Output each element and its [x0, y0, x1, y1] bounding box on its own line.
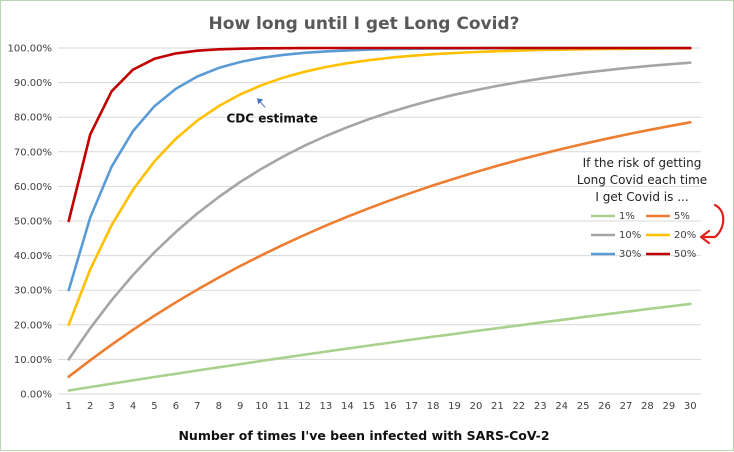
x-axis-ticks: 1 2 3 4 5 6 7 8 9 10 11 12 13 14 15 16 17 18 19 20 21 22 23 24 2… [66, 401, 697, 412]
x-tick-label: 6 [173, 401, 179, 412]
x-tick-label: 1 [66, 401, 72, 412]
cdc-annotation: CDC estimate [227, 98, 318, 125]
x-tick-label: 12 [298, 401, 311, 412]
legend-title-line: Long Covid each time [577, 173, 707, 187]
x-tick-label: 16 [384, 401, 397, 412]
legend-title-line: I get Covid is ... [595, 190, 688, 204]
red-arrow-curve [701, 203, 725, 239]
y-tick-label: 90.00% [14, 78, 52, 89]
legend: If the risk of getting Long Covid each ti… [577, 156, 707, 260]
legend-label: 30% [619, 249, 641, 260]
series-line-5pct [67, 121, 692, 379]
series-line-50pct [67, 46, 692, 223]
x-axis-label: Number of times I've been infected with … [178, 428, 549, 443]
legend-label: 20% [674, 230, 696, 241]
x-tick-label: 26 [598, 401, 611, 412]
x-tick-label: 8 [216, 401, 222, 412]
annotation-arrowhead [257, 98, 264, 105]
x-tick-label: 22 [512, 401, 525, 412]
x-tick-label: 13 [320, 401, 333, 412]
x-tick-label: 21 [491, 401, 504, 412]
y-tick-label: 80.00% [14, 113, 52, 124]
x-tick-label: 27 [620, 401, 633, 412]
x-tick-label: 5 [151, 401, 157, 412]
legend-label: 50% [674, 249, 696, 260]
legend-label: 1% [619, 211, 635, 222]
x-tick-label: 9 [237, 401, 243, 412]
y-tick-label: 50.00% [14, 217, 52, 228]
x-tick-label: 2 [87, 401, 93, 412]
x-tick-label: 30 [684, 401, 697, 412]
x-tick-label: 4 [130, 401, 136, 412]
chart-title: How long until I get Long Covid? [209, 14, 520, 34]
x-tick-label: 28 [641, 401, 654, 412]
red-arrow-head [699, 229, 711, 245]
series-line-10pct [67, 61, 692, 361]
y-tick-label: 60.00% [14, 182, 52, 193]
x-tick-label: 3 [108, 401, 114, 412]
y-tick-label: 10.00% [14, 355, 52, 366]
annotation-text: CDC estimate [227, 111, 318, 125]
x-tick-label: 25 [577, 401, 590, 412]
x-tick-label: 24 [555, 401, 568, 412]
series-lines [67, 46, 692, 392]
x-tick-label: 17 [405, 401, 418, 412]
red-arrow-annotation [699, 203, 725, 245]
y-tick-label: 100.00% [8, 44, 53, 55]
y-tick-label: 20.00% [14, 320, 52, 331]
y-tick-label: 40.00% [14, 251, 52, 262]
legend-label: 10% [619, 230, 641, 241]
x-tick-label: 29 [662, 401, 675, 412]
x-tick-label: 11 [277, 401, 290, 412]
legend-title-line: If the risk of getting [583, 156, 702, 170]
y-tick-label: 70.00% [14, 147, 52, 158]
y-axis-ticks: 0.00% 10.00% 20.00% 30.00% 40.00% 50.00% 60.00… [8, 44, 53, 401]
x-tick-label: 10 [255, 401, 268, 412]
x-tick-label: 20 [470, 401, 483, 412]
gridlines [58, 47, 701, 395]
x-tick-label: 18 [427, 401, 440, 412]
y-tick-label: 30.00% [14, 286, 52, 297]
legend-label: 5% [674, 211, 690, 222]
x-tick-label: 14 [341, 401, 354, 412]
x-tick-label: 23 [534, 401, 547, 412]
x-tick-label: 15 [362, 401, 375, 412]
x-tick-label: 19 [448, 401, 461, 412]
series-line-1pct [67, 302, 692, 392]
x-tick-label: 7 [194, 401, 200, 412]
y-tick-label: 0.00% [20, 390, 52, 401]
